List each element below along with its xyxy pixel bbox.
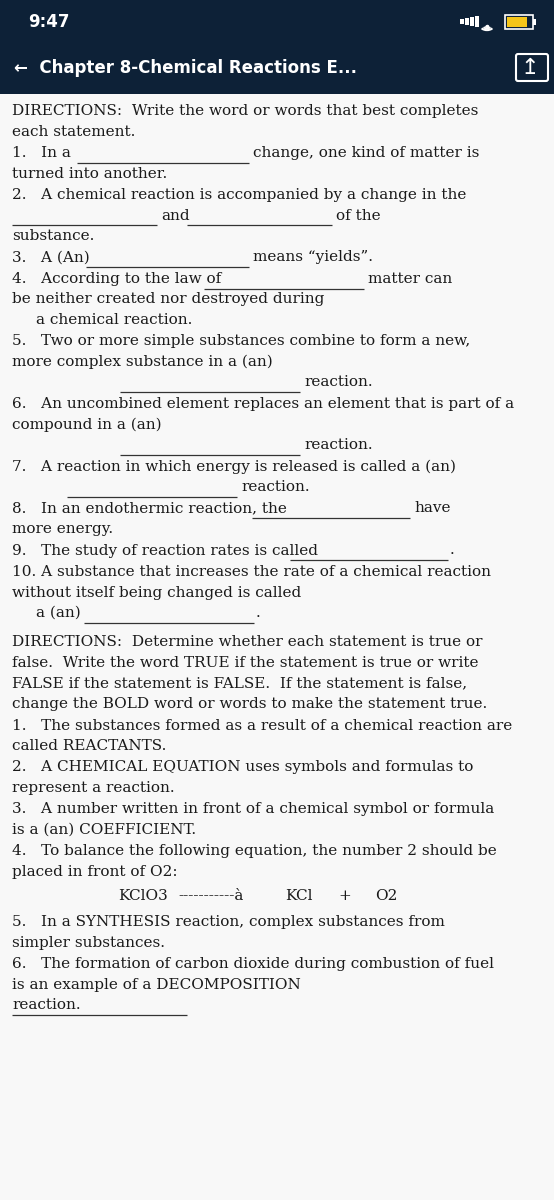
Text: more energy.: more energy. [12,522,113,536]
Text: 1.   The substances formed as a result of a chemical reaction are: 1. The substances formed as a result of … [12,719,512,732]
Text: each statement.: each statement. [12,125,135,138]
Text: reaction.: reaction. [304,438,373,452]
Text: is an example of a DECOMPOSITION: is an example of a DECOMPOSITION [12,978,301,991]
Text: 6.   An uncombined element replaces an element that is part of a: 6. An uncombined element replaces an ele… [12,397,514,410]
Text: turned into another.: turned into another. [12,167,167,180]
Text: 5.   Two or more simple substances combine to form a new,: 5. Two or more simple substances combine… [12,335,470,348]
Text: ←  Chapter 8-Chemical Reactions E...: ← Chapter 8-Chemical Reactions E... [14,59,357,77]
Text: more complex substance in a (an): more complex substance in a (an) [12,355,273,370]
Text: means “yields”.: means “yields”. [253,251,373,264]
Text: DIRECTIONS:  Write the word or words that best completes: DIRECTIONS: Write the word or words that… [12,104,478,118]
Text: KClO3: KClO3 [118,888,168,902]
Text: and: and [161,209,189,222]
Text: 8.   In an endothermic reaction, the: 8. In an endothermic reaction, the [12,502,287,516]
Text: change the BOLD word or words to make the statement true.: change the BOLD word or words to make th… [12,697,488,710]
Text: have: have [414,502,450,516]
Text: +: + [338,888,351,902]
Text: a (an): a (an) [36,606,81,620]
Text: 1.   In a: 1. In a [12,146,71,160]
Text: change, one kind of matter is: change, one kind of matter is [253,146,479,160]
Text: 6.   The formation of carbon dioxide during combustion of fuel: 6. The formation of carbon dioxide durin… [12,958,494,971]
Text: .: . [256,606,261,620]
Text: reaction.: reaction. [304,376,373,390]
Text: substance.: substance. [12,229,94,242]
Bar [470,17,474,26]
Bar [465,18,469,25]
Text: of the: of the [336,209,381,222]
Bar [533,19,536,25]
Text: matter can: matter can [368,272,452,286]
Text: -----------à: -----------à [178,888,243,902]
Bar [475,17,479,28]
Bar [507,17,527,26]
Text: reaction.: reaction. [241,480,310,494]
Text: 3.   A number written in front of a chemical symbol or formula: 3. A number written in front of a chemic… [12,803,494,816]
Text: 10. A substance that increases the rate of a chemical reaction: 10. A substance that increases the rate … [12,565,491,578]
Text: 5.   In a SYNTHESIS reaction, complex substances from: 5. In a SYNTHESIS reaction, complex subs… [12,914,445,929]
Text: 9:47: 9:47 [28,13,69,31]
Text: .: . [450,544,455,558]
Text: placed in front of O2:: placed in front of O2: [12,865,178,878]
Text: 9.   The study of reaction rates is called: 9. The study of reaction rates is called [12,544,318,558]
Text: reaction.: reaction. [12,998,81,1012]
Bar [460,19,464,24]
Text: FALSE if the statement is FALSE.  If the statement is false,: FALSE if the statement is FALSE. If the … [12,677,467,690]
Text: a chemical reaction.: a chemical reaction. [36,313,192,326]
Text: simpler substances.: simpler substances. [12,936,165,949]
Text: without itself being changed is called: without itself being changed is called [12,586,301,600]
Text: O2: O2 [375,888,397,902]
Text: is a (an) COEFFICIENT.: is a (an) COEFFICIENT. [12,823,196,838]
Bar [0,42,554,94]
Text: 2.   A chemical reaction is accompanied by a change in the: 2. A chemical reaction is accompanied by… [12,188,466,202]
Text: 3.   A (An): 3. A (An) [12,251,90,264]
Text: be neither created nor destroyed during: be neither created nor destroyed during [12,293,325,306]
Bar [0,0,554,42]
Text: KCl: KCl [285,888,312,902]
Text: compound in a (an): compound in a (an) [12,418,162,432]
Text: represent a reaction.: represent a reaction. [12,781,175,794]
Text: 4.   According to the law of: 4. According to the law of [12,272,221,286]
Text: 2.   A CHEMICAL EQUATION uses symbols and formulas to: 2. A CHEMICAL EQUATION uses symbols and … [12,761,473,774]
Text: false.  Write the word TRUE if the statement is true or write: false. Write the word TRUE if the statem… [12,656,479,670]
Text: called REACTANTS.: called REACTANTS. [12,739,166,754]
Text: ↥: ↥ [521,58,539,78]
Text: 4.   To balance the following equation, the number 2 should be: 4. To balance the following equation, th… [12,845,497,858]
Text: DIRECTIONS:  Determine whether each statement is true or: DIRECTIONS: Determine whether each state… [12,636,483,649]
Text: 7.   A reaction in which energy is released is called a (an): 7. A reaction in which energy is release… [12,460,456,474]
